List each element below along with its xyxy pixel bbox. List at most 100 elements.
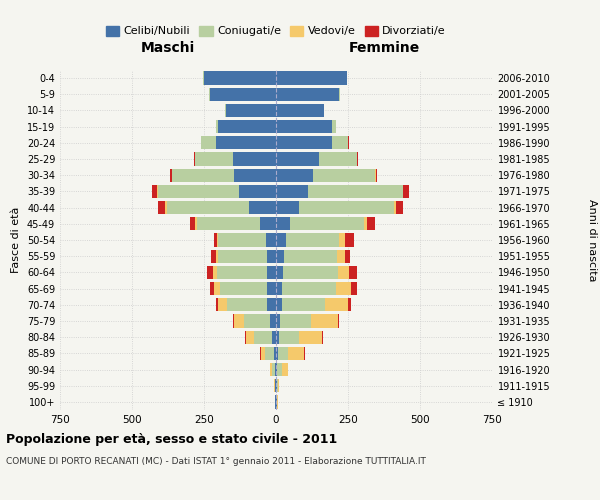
Bar xyxy=(234,168,276,182)
Bar xyxy=(246,330,254,344)
Bar xyxy=(261,346,265,360)
Bar xyxy=(276,314,280,328)
Bar xyxy=(215,120,218,134)
Text: COMUNE DI PORTO RECANATI (MC) - Dati ISTAT 1° gennaio 2011 - Elaborazione TUTTIT: COMUNE DI PORTO RECANATI (MC) - Dati IST… xyxy=(6,457,426,466)
Bar xyxy=(210,282,214,295)
Bar xyxy=(348,298,351,312)
Bar xyxy=(276,346,278,360)
Bar xyxy=(395,201,403,214)
Bar xyxy=(275,363,276,376)
Bar xyxy=(270,363,272,376)
Bar xyxy=(299,330,322,344)
Bar xyxy=(332,136,348,149)
Bar xyxy=(215,136,276,149)
Bar xyxy=(215,250,218,263)
Bar xyxy=(290,217,364,230)
Bar xyxy=(266,234,276,246)
Bar xyxy=(283,266,338,279)
Bar xyxy=(158,185,239,198)
Bar xyxy=(158,201,165,214)
Bar xyxy=(248,201,276,214)
Bar xyxy=(218,234,266,246)
Bar xyxy=(325,298,348,312)
Bar xyxy=(152,185,157,198)
Bar xyxy=(276,330,279,344)
Bar xyxy=(165,201,167,214)
Bar xyxy=(227,298,268,312)
Bar xyxy=(272,363,275,376)
Bar xyxy=(364,217,367,230)
Bar xyxy=(344,250,350,263)
Bar xyxy=(214,234,217,246)
Bar xyxy=(274,346,276,360)
Bar xyxy=(278,379,279,392)
Bar xyxy=(172,168,234,182)
Bar xyxy=(276,72,347,85)
Bar xyxy=(276,185,308,198)
Bar xyxy=(233,152,276,166)
Bar xyxy=(313,168,376,182)
Bar xyxy=(276,217,290,230)
Bar xyxy=(276,363,277,376)
Bar xyxy=(349,266,356,279)
Bar xyxy=(289,346,304,360)
Bar xyxy=(268,266,276,279)
Text: Anni di nascita: Anni di nascita xyxy=(587,198,597,281)
Bar xyxy=(226,104,276,117)
Bar xyxy=(276,298,282,312)
Bar xyxy=(239,185,276,198)
Bar xyxy=(284,250,337,263)
Bar xyxy=(268,250,276,263)
Bar xyxy=(276,136,332,149)
Legend: Celibi/Nubili, Coniugati/e, Vedovi/e, Divorziati/e: Celibi/Nubili, Coniugati/e, Vedovi/e, Di… xyxy=(101,21,451,41)
Bar xyxy=(218,298,227,312)
Bar xyxy=(260,217,276,230)
Bar xyxy=(276,201,299,214)
Text: Femmine: Femmine xyxy=(349,41,419,55)
Bar xyxy=(276,250,284,263)
Bar xyxy=(254,330,272,344)
Bar xyxy=(278,346,289,360)
Bar xyxy=(283,282,335,295)
Bar xyxy=(170,168,172,182)
Bar xyxy=(204,72,276,85)
Bar xyxy=(218,120,276,134)
Bar xyxy=(214,282,220,295)
Bar xyxy=(265,346,274,360)
Bar xyxy=(403,185,409,198)
Bar xyxy=(338,314,340,328)
Bar xyxy=(215,298,218,312)
Bar xyxy=(211,250,215,263)
Bar xyxy=(276,282,283,295)
Bar xyxy=(276,152,319,166)
Bar xyxy=(201,136,215,149)
Bar xyxy=(276,234,286,246)
Bar xyxy=(286,234,340,246)
Bar xyxy=(308,185,403,198)
Bar xyxy=(279,330,299,344)
Bar xyxy=(394,201,395,214)
Bar xyxy=(332,120,335,134)
Bar xyxy=(217,234,218,246)
Bar xyxy=(217,266,268,279)
Bar xyxy=(207,266,212,279)
Bar xyxy=(276,120,332,134)
Bar xyxy=(196,152,233,166)
Bar xyxy=(311,314,338,328)
Bar xyxy=(276,168,313,182)
Bar xyxy=(268,282,276,295)
Text: Maschi: Maschi xyxy=(141,41,195,55)
Bar xyxy=(367,217,376,230)
Bar xyxy=(319,152,356,166)
Bar xyxy=(276,266,283,279)
Bar xyxy=(280,314,311,328)
Bar xyxy=(210,88,276,101)
Bar xyxy=(270,314,276,328)
Bar xyxy=(376,168,377,182)
Bar xyxy=(338,266,349,279)
Bar xyxy=(282,298,325,312)
Bar xyxy=(212,266,217,279)
Bar xyxy=(276,104,323,117)
Bar xyxy=(196,217,197,230)
Y-axis label: Fasce di età: Fasce di età xyxy=(11,207,21,273)
